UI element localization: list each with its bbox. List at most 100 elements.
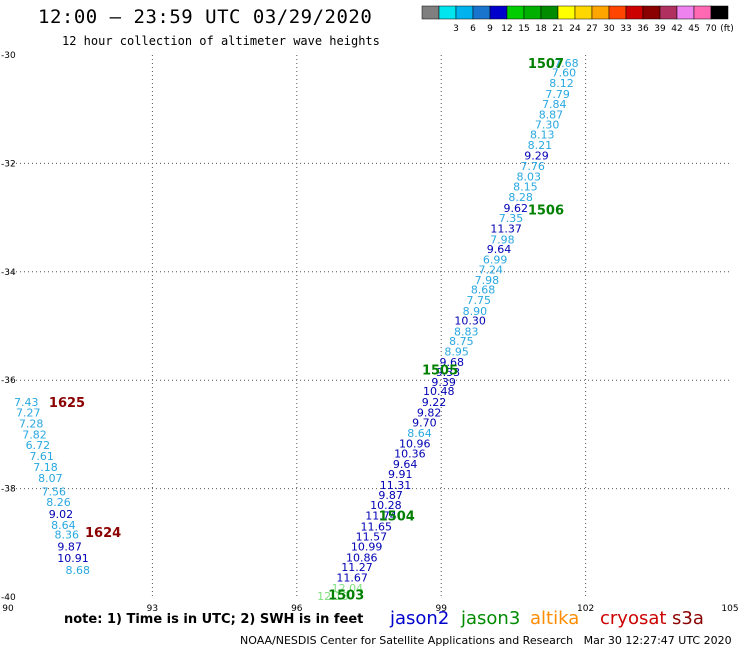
wave-height-label: 10.96 — [399, 438, 431, 451]
wave-height-label: 6.72 — [26, 439, 51, 452]
x-tick-label: 99 — [435, 604, 447, 614]
scatter-plot: 90 93 96 99 102 105 -30 -32 -34 -36 -38 -40 7.687.60… — [1, 51, 739, 614]
wave-height-label: 11.74 — [365, 510, 397, 523]
wave-height-label: 7.56 — [41, 485, 66, 498]
colorbar-tick-label: 36 — [637, 24, 649, 34]
y-tick-label: -40 — [1, 593, 16, 603]
x-tick-label: 93 — [147, 604, 158, 614]
wave-height-label: 9.29 — [524, 149, 549, 162]
wave-height-label: 12.04 — [332, 582, 364, 595]
credit-line: NOAA/NESDIS Center for Satellite Applica… — [240, 634, 732, 647]
colorbar-tick-label: 18 — [535, 24, 547, 34]
wave-height-label: 9.87 — [57, 541, 82, 554]
wave-height-label: 9.22 — [422, 396, 447, 409]
wave-height-label: 7.76 — [520, 160, 545, 173]
wave-height-label: 9.64 — [393, 458, 418, 471]
wave-height-label: 10.91 — [57, 552, 89, 565]
wave-height-label: 7.18 — [33, 461, 58, 474]
x-tick-label: 105 — [721, 604, 738, 614]
wave-height-label: 7.75 — [466, 294, 491, 307]
wave-height-label: 8.12 — [549, 77, 574, 90]
wave-height-label: 8.87 — [539, 109, 564, 122]
colorbar-tick-label: 24 — [569, 24, 581, 34]
colorbar-tick-label: 45 — [688, 24, 699, 34]
wave-height-label: 7.79 — [545, 88, 570, 101]
colorbar-tick-label: 15 — [518, 24, 529, 34]
colorbar-unit: (ft) — [720, 24, 734, 34]
wave-height-label: 10.48 — [423, 385, 455, 398]
y-tick-label: -36 — [1, 376, 16, 386]
wave-height-label: 8.64 — [51, 519, 76, 532]
wave-height-label: 10.30 — [454, 315, 486, 328]
wave-height-label: 9.64 — [487, 243, 512, 256]
colorbar-tick-label: 21 — [552, 24, 563, 34]
wave-height-label: 6.99 — [483, 253, 508, 266]
pass-number-label: 1503 — [328, 588, 364, 603]
y-tick-label: -32 — [1, 159, 16, 169]
pass-number-label: 1505 — [422, 363, 458, 378]
pass-number-label: 1625 — [49, 396, 85, 411]
wave-height-label: 7.30 — [535, 118, 560, 131]
wave-height-label: 9.62 — [504, 202, 529, 215]
chart-title: 12:00 – 23:59 UTC 03/29/2020 — [38, 6, 373, 28]
wave-height-label: 8.15 — [513, 181, 538, 194]
wave-height-label: 8.13 — [530, 129, 555, 142]
colorbar-tick-label: 33 — [620, 24, 631, 34]
wave-height-label: 7.98 — [475, 274, 500, 287]
wave-height-label: 7.35 — [499, 212, 524, 225]
wave-height-label: 8.68 — [471, 284, 496, 297]
wave-height-label: 7.84 — [542, 98, 567, 111]
pass-number-label: 1507 — [528, 57, 564, 72]
colorbar-tick-label: 12 — [501, 24, 512, 34]
wave-height-label: 8.26 — [46, 496, 71, 509]
wave-height-label: 7.60 — [552, 66, 577, 79]
wave-height-label: 9.91 — [388, 468, 413, 481]
wave-height-label: 9.70 — [412, 416, 437, 429]
wave-height-label: 11.65 — [360, 521, 392, 534]
colorbar-tick-label: 70 — [705, 24, 717, 34]
pass-number-label: 1506 — [528, 203, 564, 218]
wave-height-label: 10.86 — [346, 551, 378, 564]
wave-height-label: 7.61 — [29, 450, 54, 463]
wave-height-label: 7.82 — [22, 428, 47, 441]
x-tick-label: 102 — [577, 604, 594, 614]
wave-height-label: 9.02 — [49, 508, 74, 521]
wave-height-label: 7.28 — [19, 418, 44, 431]
legend-item-jason3: jason3 — [461, 608, 521, 629]
wave-height-label: 8.07 — [38, 472, 63, 485]
wave-height-label: 8.03 — [517, 170, 542, 183]
colorbar-tick-label: 27 — [586, 24, 597, 34]
wave-height-label: 11.31 — [380, 479, 412, 492]
wave-height-label: 8.75 — [449, 335, 474, 348]
colorbar-tick-label: 9 — [487, 24, 493, 34]
colorbar-tick-label: 42 — [671, 24, 682, 34]
wave-height-label: 10.99 — [351, 541, 383, 554]
legend-item-cryosat: cryosat — [600, 608, 667, 629]
wave-height-label: 11.37 — [490, 222, 522, 235]
wave-height-label: 8.83 — [454, 325, 479, 338]
y-tick-label: -38 — [1, 485, 16, 495]
wave-height-label: 9.82 — [417, 407, 442, 420]
wave-height-label: 9.87 — [378, 489, 403, 502]
wave-height-label: 8.64 — [407, 427, 432, 440]
footer-note: note: 1) Time is in UTC; 2) SWH is in fe… — [64, 612, 364, 627]
pass-number-label: 1624 — [85, 526, 121, 541]
wave-height-label: 8.21 — [528, 139, 553, 152]
wave-height-label: 7.98 — [490, 233, 515, 246]
color-scale-bar: 3 6 9 12 15 18 21 24 27 30 33 36 39 42 45 70 (ft) — [421, 5, 734, 34]
wave-height-label: 9.33 — [436, 366, 461, 379]
wave-height-label: 7.43 — [14, 396, 39, 409]
wave-height-label: 11.27 — [341, 561, 373, 574]
wave-height-label: 7.27 — [16, 407, 41, 420]
wave-height-label: 8.95 — [444, 345, 469, 358]
wave-height-label: 8.90 — [463, 305, 488, 318]
legend-item-s3a: s3a — [672, 608, 704, 629]
chart-subtitle: 12 hour collection of altimeter wave hei… — [62, 34, 380, 48]
wave-height-label: 7.68 — [554, 57, 579, 70]
colorbar-tick-label: 6 — [470, 24, 476, 34]
wave-height-label: 11.67 — [336, 571, 368, 584]
wave-height-label: 12.18 — [317, 590, 349, 603]
x-tick-label: 96 — [291, 604, 303, 614]
x-tick-label: 90 — [2, 604, 14, 614]
wave-height-label: 8.36 — [54, 529, 79, 542]
